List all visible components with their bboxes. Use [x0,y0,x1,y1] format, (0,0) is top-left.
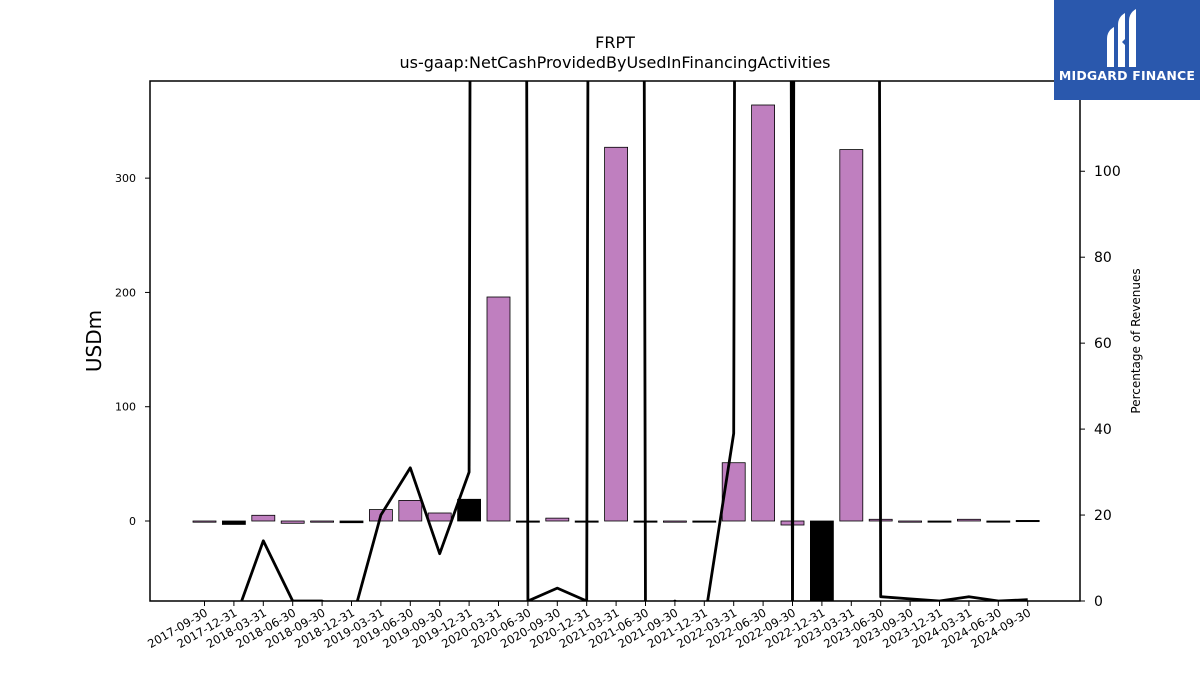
bar-2022-06-30 [751,104,775,522]
right-axis-ticks: 0 20 40 60 80 100 [1080,164,1121,610]
bar-2020-09-30 [545,517,570,522]
chart-title: FRPT [595,33,635,52]
y2-tick-label: 20 [1094,508,1112,524]
bar-2019-09-30 [427,512,452,522]
x-axis-ticks: 2017-09-302017-12-312018-03-312018-06-30… [145,601,1033,651]
bar-2021-09-30 [663,520,687,523]
plot-frame [149,80,1081,602]
bar-2018-06-30 [280,520,305,524]
y2-tick-label: 40 [1094,422,1112,438]
bar-2018-09-30 [310,520,335,523]
bar-2019-12-31 [457,498,482,522]
bar-2022-12-31 [810,520,834,601]
bar-2023-03-31 [839,149,864,522]
y2-tick-label: 80 [1094,250,1112,266]
bar-2023-09-30 [898,520,922,523]
midgard-finance-logo: MIDGARD FINANCE [1054,0,1200,100]
bar-2021-03-31 [604,146,628,522]
y-tick-label: 200 [115,286,136,299]
y2-axis-label: Percentage of Revenues [1129,268,1143,413]
bar-series [192,104,1040,601]
left-axis-ticks: 0 100 200 300 [115,172,150,528]
y-tick-label: 300 [115,172,136,185]
bar-2023-12-31 [927,520,952,523]
bar-2024-06-30 [986,520,1011,523]
logo-mark-icon [1107,9,1136,67]
percent-line-series [240,81,1028,601]
y-tick-label: 0 [129,515,136,528]
y-tick-label: 100 [115,401,136,414]
y2-tick-label: 0 [1094,594,1103,610]
logo-text: MIDGARD FINANCE [1058,68,1196,83]
percent-line [240,81,1028,601]
y-axis-label: USDm [82,310,106,372]
bar-2017-09-30 [192,520,217,523]
chart-subtitle: us-gaap:NetCashProvidedByUsedInFinancing… [399,53,830,72]
y2-tick-label: 100 [1094,164,1121,180]
bar-2017-12-31 [221,520,246,525]
bar-2018-12-31 [339,520,364,524]
bar-2024-03-31 [957,518,981,522]
bar-2024-09-30 [1015,520,1040,523]
bar-2020-03-31 [486,296,511,522]
bar-2019-06-30 [398,500,423,522]
y2-tick-label: 60 [1094,336,1112,352]
bar-2021-12-31 [692,520,717,523]
bar-2018-03-31 [251,514,276,522]
